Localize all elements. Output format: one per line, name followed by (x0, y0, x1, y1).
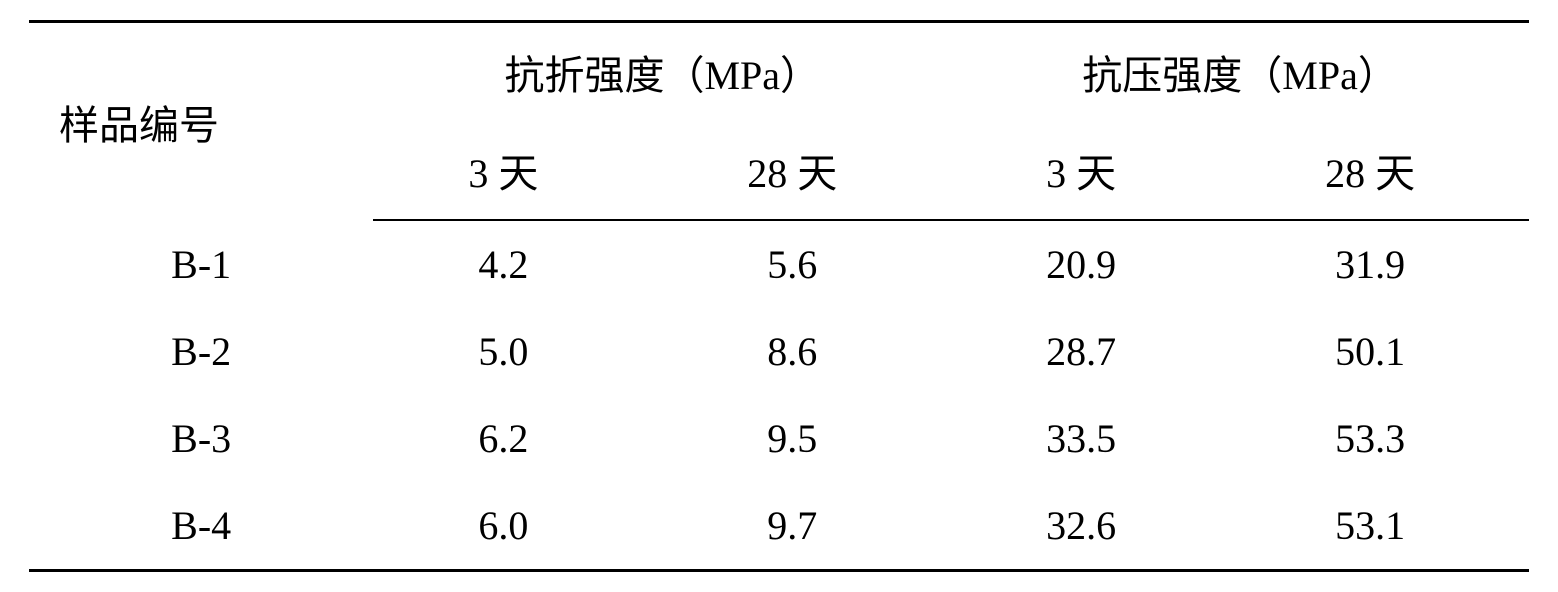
cell-sample: B-2 (29, 308, 373, 395)
table-container: 样品编号 抗折强度（MPa） 抗压强度（MPa） 3 天 28 天 3 天 28… (29, 20, 1529, 572)
cell-comp3: 20.9 (951, 220, 1211, 308)
cell-flex28: 9.7 (633, 482, 951, 571)
cell-flex28: 5.6 (633, 220, 951, 308)
cell-flex28: 8.6 (633, 308, 951, 395)
cell-comp28: 50.1 (1211, 308, 1529, 395)
header-flex-3day: 3 天 (373, 121, 633, 220)
cell-flex3: 5.0 (373, 308, 633, 395)
cell-sample: B-4 (29, 482, 373, 571)
cell-flex3: 4.2 (373, 220, 633, 308)
cell-flex3: 6.0 (373, 482, 633, 571)
cell-comp3: 28.7 (951, 308, 1211, 395)
header-comp-28day: 28 天 (1211, 121, 1529, 220)
header-comp-3day: 3 天 (951, 121, 1211, 220)
cell-flex3: 6.2 (373, 395, 633, 482)
table-body: B-1 4.2 5.6 20.9 31.9 B-2 5.0 8.6 28.7 5… (29, 220, 1529, 571)
header-compressive-group: 抗压强度（MPa） (951, 22, 1529, 122)
table-row: B-3 6.2 9.5 33.5 53.3 (29, 395, 1529, 482)
cell-comp3: 33.5 (951, 395, 1211, 482)
header-flex-28day: 28 天 (633, 121, 951, 220)
table-header: 样品编号 抗折强度（MPa） 抗压强度（MPa） 3 天 28 天 3 天 28… (29, 22, 1529, 221)
table-row: B-1 4.2 5.6 20.9 31.9 (29, 220, 1529, 308)
header-row-groups: 样品编号 抗折强度（MPa） 抗压强度（MPa） (29, 22, 1529, 122)
cell-comp28: 53.1 (1211, 482, 1529, 571)
cell-comp28: 31.9 (1211, 220, 1529, 308)
cell-comp3: 32.6 (951, 482, 1211, 571)
table-row: B-4 6.0 9.7 32.6 53.1 (29, 482, 1529, 571)
header-flexural-group: 抗折强度（MPa） (373, 22, 951, 122)
table-row: B-2 5.0 8.6 28.7 50.1 (29, 308, 1529, 395)
cell-flex28: 9.5 (633, 395, 951, 482)
cell-sample: B-1 (29, 220, 373, 308)
cell-sample: B-3 (29, 395, 373, 482)
header-sample: 样品编号 (29, 22, 373, 221)
cell-comp28: 53.3 (1211, 395, 1529, 482)
strength-table: 样品编号 抗折强度（MPa） 抗压强度（MPa） 3 天 28 天 3 天 28… (29, 20, 1529, 572)
